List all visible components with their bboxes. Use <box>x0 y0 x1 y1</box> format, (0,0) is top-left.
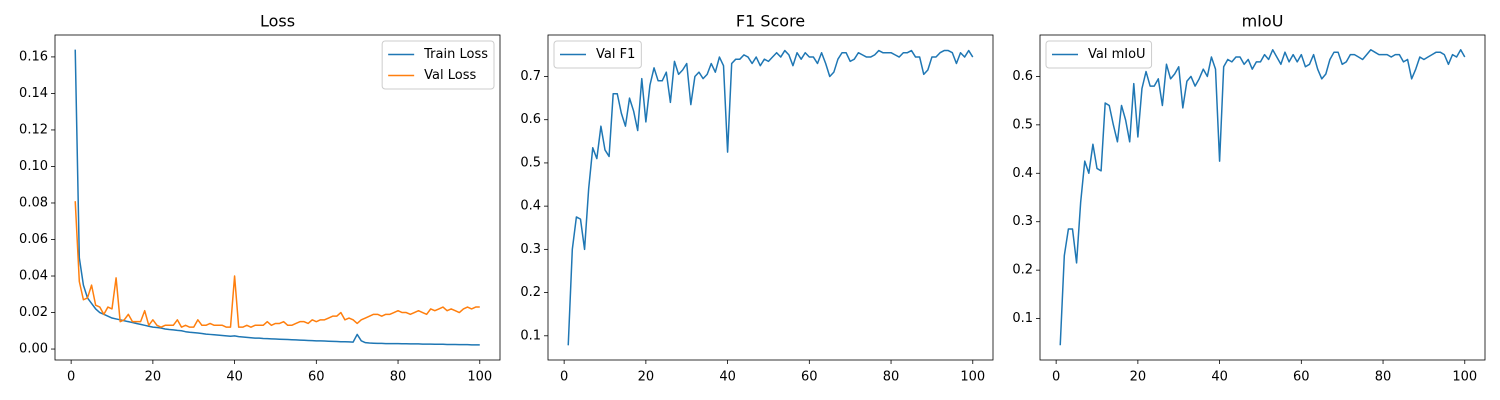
y-tick-label: 0.1 <box>1012 311 1033 326</box>
y-tick-label: 0.1 <box>520 328 541 343</box>
y-tick-label: 0.6 <box>1012 69 1033 84</box>
series-line <box>74 49 480 346</box>
subplot: mIoU 0 20 40 60 80 100 0.1 0.2 0.3 0.4 0.5 0.6 Val mI… <box>1012 12 1486 385</box>
legend: Train Loss Val Loss <box>381 40 495 90</box>
y-tick-label: 0.06 <box>19 232 48 247</box>
chart-title: Loss <box>260 12 295 31</box>
chart-title: F1 Score <box>736 12 805 31</box>
legend: Val F1 <box>553 40 642 69</box>
legend-frame <box>553 40 642 69</box>
x-tick-label: 100 <box>960 370 985 385</box>
y-tick-label: 0.3 <box>1012 214 1033 229</box>
x-tick-label: 80 <box>883 370 900 385</box>
legend-label: Train Loss <box>423 47 488 62</box>
y-tick-label: 0.08 <box>19 195 48 210</box>
y-tick-label: 0.4 <box>1012 166 1033 181</box>
legend-frame <box>381 40 495 90</box>
x-tick-label: 0 <box>560 370 568 385</box>
axes-frame <box>547 34 994 361</box>
legend-label: Val Loss <box>424 68 476 83</box>
y-tick-label: 0.2 <box>520 285 541 300</box>
legend-label: Val mIoU <box>1088 47 1146 62</box>
x-tick-label: 100 <box>467 370 492 385</box>
chart-title: mIoU <box>1242 12 1284 31</box>
x-tick-label: 60 <box>308 370 325 385</box>
x-tick-label: 40 <box>226 370 243 385</box>
y-tick-label: 0.5 <box>1012 117 1033 132</box>
x-tick-label: 60 <box>1293 370 1310 385</box>
x-tick-label: 20 <box>1130 370 1147 385</box>
y-tick-label: 0.10 <box>19 159 48 174</box>
y-tick-label: 0.6 <box>520 112 541 127</box>
y-tick-label: 0.4 <box>520 199 541 214</box>
x-tick-label: 100 <box>1452 370 1477 385</box>
x-tick-label: 40 <box>719 370 736 385</box>
axes-frame <box>1039 34 1486 361</box>
x-tick-label: 40 <box>1211 370 1228 385</box>
y-tick-label: 0.16 <box>19 49 48 64</box>
y-tick-label: 0.04 <box>19 269 48 284</box>
legend-label: Val F1 <box>596 47 635 62</box>
axes-frame <box>54 34 501 361</box>
y-tick-label: 0.5 <box>520 155 541 170</box>
y-tick-label: 0.12 <box>19 122 48 137</box>
subplot: F1 Score 0 20 40 60 80 100 0.1 0.2 0.3 0.4 0.5 0.6 0.… <box>520 12 994 385</box>
y-tick-label: 0.02 <box>19 305 48 320</box>
x-tick-label: 0 <box>67 370 75 385</box>
x-tick-label: 80 <box>390 370 407 385</box>
y-tick-label: 0.7 <box>520 69 541 84</box>
y-tick-label: 0.2 <box>1012 263 1033 278</box>
x-tick-label: 20 <box>145 370 162 385</box>
x-tick-label: 60 <box>801 370 818 385</box>
series-line <box>1059 49 1466 346</box>
x-tick-label: 0 <box>1052 370 1060 385</box>
series-line <box>567 49 974 346</box>
y-tick-label: 0.00 <box>19 342 48 357</box>
y-tick-label: 0.3 <box>520 242 541 257</box>
subplot: Loss 0 20 40 60 80 100 0.00 0.02 0.04 0.06 0.08 0.10… <box>19 12 501 385</box>
y-tick-label: 0.14 <box>19 86 48 101</box>
x-tick-label: 20 <box>638 370 655 385</box>
series-line <box>74 201 480 328</box>
legend: Val mIoU <box>1045 40 1153 69</box>
x-tick-label: 80 <box>1375 370 1392 385</box>
legend-frame <box>1045 40 1153 69</box>
